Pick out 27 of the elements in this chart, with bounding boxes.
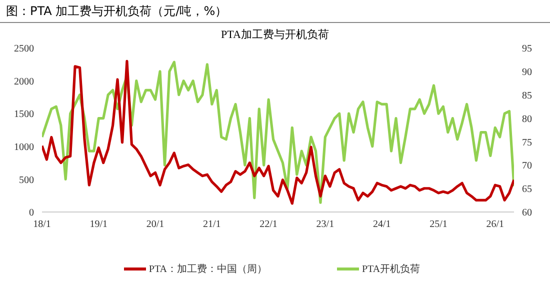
x-tick-label: 25/1	[430, 219, 448, 230]
y-tick-label: 500	[19, 174, 34, 186]
x-tick-label: 26/1	[486, 219, 504, 230]
x-tick-label: 22/1	[260, 219, 278, 230]
y-tick-label: 1500	[14, 109, 34, 120]
y2-tick-label: 65	[522, 184, 532, 196]
x-tick-label: 18/1	[33, 219, 51, 230]
x-tick-label: 24/1	[372, 219, 391, 230]
y2-tick-label: 95	[522, 44, 532, 55]
y-tick-label: 0	[29, 208, 34, 219]
y2-tick-label: 85	[522, 90, 532, 102]
y2-tick-label: 70	[522, 160, 532, 172]
legend-label: PTA开机负荷	[362, 262, 420, 276]
y2-tick-label: 75	[522, 137, 532, 148]
x-tick-label: 20/1	[146, 219, 164, 230]
chart-title: 图：PTA 加工费与开机负荷（元/吨，%）	[0, 0, 550, 23]
y-tick-label: 1000	[14, 142, 34, 153]
x-tick-label: 23/1	[316, 219, 334, 230]
y2-tick-label: 80	[522, 114, 532, 125]
y-tick-label: 2500	[14, 44, 34, 55]
x-tick-label: 19/1	[90, 219, 108, 230]
x-tick-label: 21/1	[203, 219, 221, 230]
y2-tick-label: 60	[522, 208, 532, 219]
chart-subtitle: PTA加工费与开机负荷	[220, 28, 330, 42]
legend-label: PTA：加工费：中国（周）	[148, 262, 267, 276]
y2-tick-label: 90	[522, 66, 532, 78]
y-tick-label: 2000	[14, 76, 34, 88]
